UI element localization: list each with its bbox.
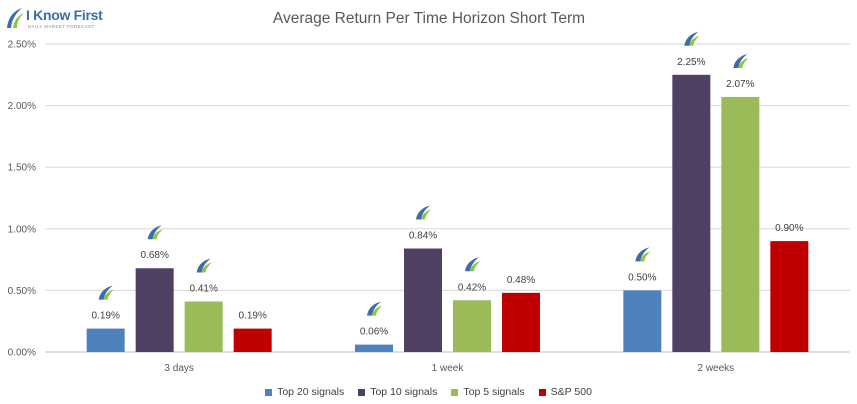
data-label: 0.84%	[409, 231, 437, 242]
chart-title: Average Return Per Time Horizon Short Te…	[273, 10, 585, 27]
logo-tagline: DAILY MARKET FORECAST	[28, 24, 95, 29]
legend-label: Top 20 signals	[277, 386, 345, 398]
legend-label: Top 5 signals	[463, 386, 525, 398]
x-axis: 3 days 1 week 2 weeks	[164, 363, 734, 374]
legend-label: S&P 500	[550, 386, 592, 398]
legend-item: Top 10 signals	[358, 384, 437, 400]
legend: Top 20 signals Top 10 signals Top 5 signal…	[0, 384, 857, 400]
bar	[721, 96, 760, 352]
data-label: 0.68%	[140, 250, 168, 261]
bar	[184, 301, 223, 352]
data-label: 0.48%	[507, 275, 535, 286]
y-tick-label: 2.00%	[8, 101, 36, 112]
legend-item: Top 5 signals	[451, 384, 525, 400]
bar	[502, 292, 540, 352]
y-tick-label: 1.00%	[8, 224, 36, 235]
signal-logo-icon	[635, 247, 651, 262]
bar	[770, 241, 809, 352]
signal-logo-icon	[416, 205, 431, 220]
signal-logo-icon	[98, 285, 114, 300]
logo-mark-icon	[7, 8, 24, 28]
legend-item: S&P 500	[538, 384, 592, 400]
grid-lines	[45, 43, 850, 353]
data-label: 0.19%	[238, 311, 266, 322]
x-tick-label: 1 week	[432, 363, 465, 374]
y-tick-label: 2.50%	[8, 40, 36, 51]
data-label: 2.25%	[677, 57, 705, 68]
y-tick-label: 0.50%	[8, 286, 36, 297]
signal-logo-icon	[465, 257, 480, 272]
data-label: 2.07%	[726, 79, 754, 90]
bar	[623, 290, 662, 352]
bar	[86, 328, 125, 352]
data-label: 0.19%	[91, 311, 119, 322]
signal-logo-icon	[196, 258, 212, 273]
bar	[233, 328, 272, 352]
legend-item: Top 20 signals	[265, 384, 344, 400]
bar	[453, 300, 491, 352]
logo-name: I Know First	[26, 7, 103, 23]
signal-logo-icon	[684, 31, 700, 46]
legend-swatch	[358, 388, 366, 396]
legend-swatch	[265, 388, 273, 396]
y-axis: 0.00% 0.50% 1.00% 1.50% 2.00% 2.50%	[8, 40, 36, 359]
bar	[672, 74, 711, 353]
legend-swatch	[538, 388, 546, 396]
data-label: 0.06%	[360, 327, 388, 338]
signal-logo-icon	[733, 53, 749, 68]
legend-swatch	[451, 388, 459, 396]
legend-label: Top 10 signals	[370, 386, 438, 398]
bar	[404, 248, 442, 352]
data-label: 0.90%	[775, 223, 803, 234]
data-label: 0.50%	[628, 272, 656, 283]
data-label: 0.42%	[458, 282, 486, 293]
logo: I Know First DAILY MARKET FORECAST	[4, 4, 104, 34]
signal-logo-icon	[367, 301, 382, 316]
y-tick-label: 0.00%	[8, 348, 36, 359]
signal-logo-icon	[147, 225, 163, 240]
x-tick-label: 3 days	[164, 363, 193, 374]
y-tick-label: 1.50%	[8, 163, 36, 174]
bar	[135, 268, 174, 352]
bar	[355, 344, 393, 352]
bars: 0.19% 0.68% 0.41% 0.19% 0.06% 0.84% 0.42% 0.48%…	[86, 31, 809, 353]
data-label: 0.41%	[189, 283, 217, 294]
x-tick-label: 2 weeks	[697, 363, 734, 374]
